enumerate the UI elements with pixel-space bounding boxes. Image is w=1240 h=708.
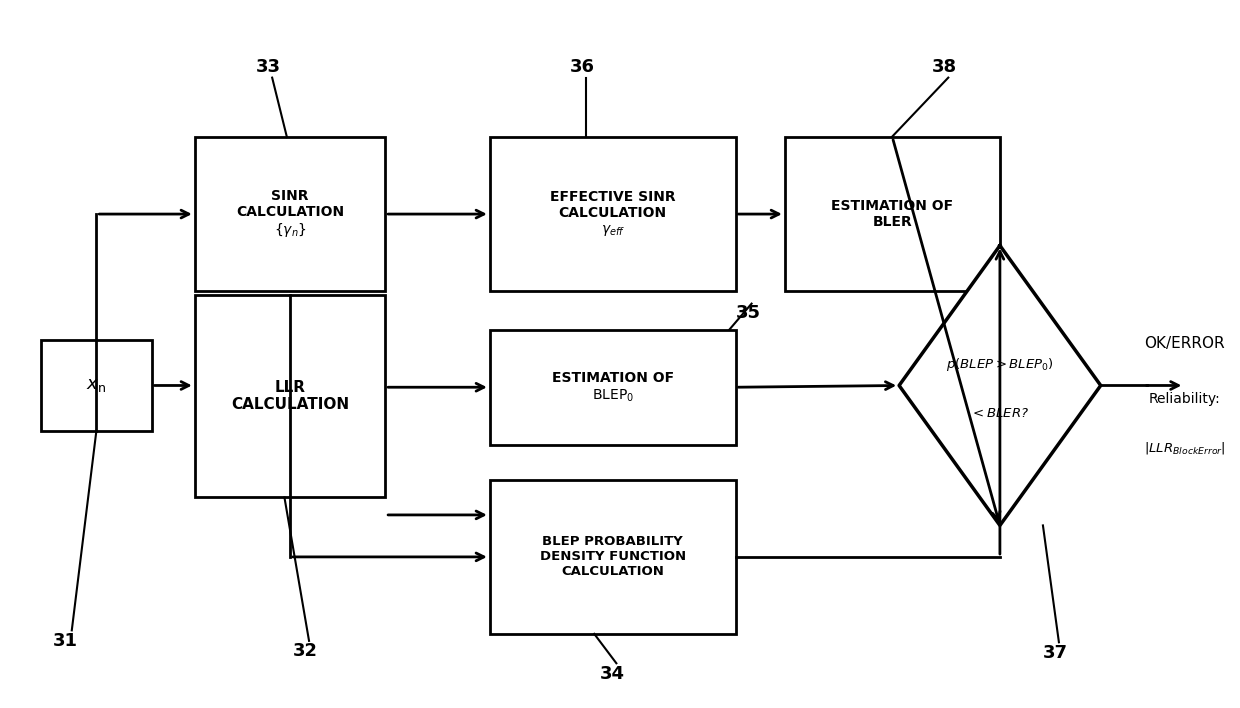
Text: 37: 37 bbox=[1043, 644, 1068, 663]
FancyBboxPatch shape bbox=[785, 137, 999, 291]
Text: 36: 36 bbox=[569, 58, 594, 76]
Text: EFFECTIVE SINR
CALCULATION
$\gamma_{eff}$: EFFECTIVE SINR CALCULATION $\gamma_{eff}… bbox=[549, 190, 676, 239]
Text: $|LLR_{BlockError}|$: $|LLR_{BlockError}|$ bbox=[1143, 440, 1225, 457]
Text: BLEP PROBABILITY
DENSITY FUNCTION
CALCULATION: BLEP PROBABILITY DENSITY FUNCTION CALCUL… bbox=[539, 535, 686, 578]
Text: Reliability:: Reliability: bbox=[1148, 392, 1220, 406]
Text: LLR
CALCULATION: LLR CALCULATION bbox=[231, 379, 348, 412]
Text: $<BLER$?: $<BLER$? bbox=[971, 407, 1029, 420]
Text: ESTIMATION OF
BLER: ESTIMATION OF BLER bbox=[831, 199, 954, 229]
Text: OK/ERROR: OK/ERROR bbox=[1145, 336, 1225, 351]
Text: 38: 38 bbox=[932, 58, 957, 76]
Text: 33: 33 bbox=[255, 58, 281, 76]
FancyBboxPatch shape bbox=[195, 295, 386, 498]
FancyBboxPatch shape bbox=[490, 480, 735, 634]
FancyBboxPatch shape bbox=[195, 137, 386, 291]
Text: 35: 35 bbox=[735, 304, 760, 322]
FancyBboxPatch shape bbox=[41, 340, 151, 431]
FancyBboxPatch shape bbox=[490, 137, 735, 291]
Text: 34: 34 bbox=[600, 666, 625, 683]
FancyBboxPatch shape bbox=[490, 329, 735, 445]
Text: $x_\mathrm{n}$: $x_\mathrm{n}$ bbox=[87, 377, 107, 394]
Text: $p(BLEP > BLEP_0)$: $p(BLEP > BLEP_0)$ bbox=[946, 356, 1054, 373]
Text: ESTIMATION OF
$\mathrm{BLEP}_0$: ESTIMATION OF $\mathrm{BLEP}_0$ bbox=[552, 371, 673, 404]
Text: 32: 32 bbox=[293, 642, 317, 661]
Polygon shape bbox=[899, 246, 1101, 525]
Text: 31: 31 bbox=[53, 632, 78, 650]
Text: SINR
CALCULATION
$\{\gamma_n\}$: SINR CALCULATION $\{\gamma_n\}$ bbox=[236, 188, 343, 239]
